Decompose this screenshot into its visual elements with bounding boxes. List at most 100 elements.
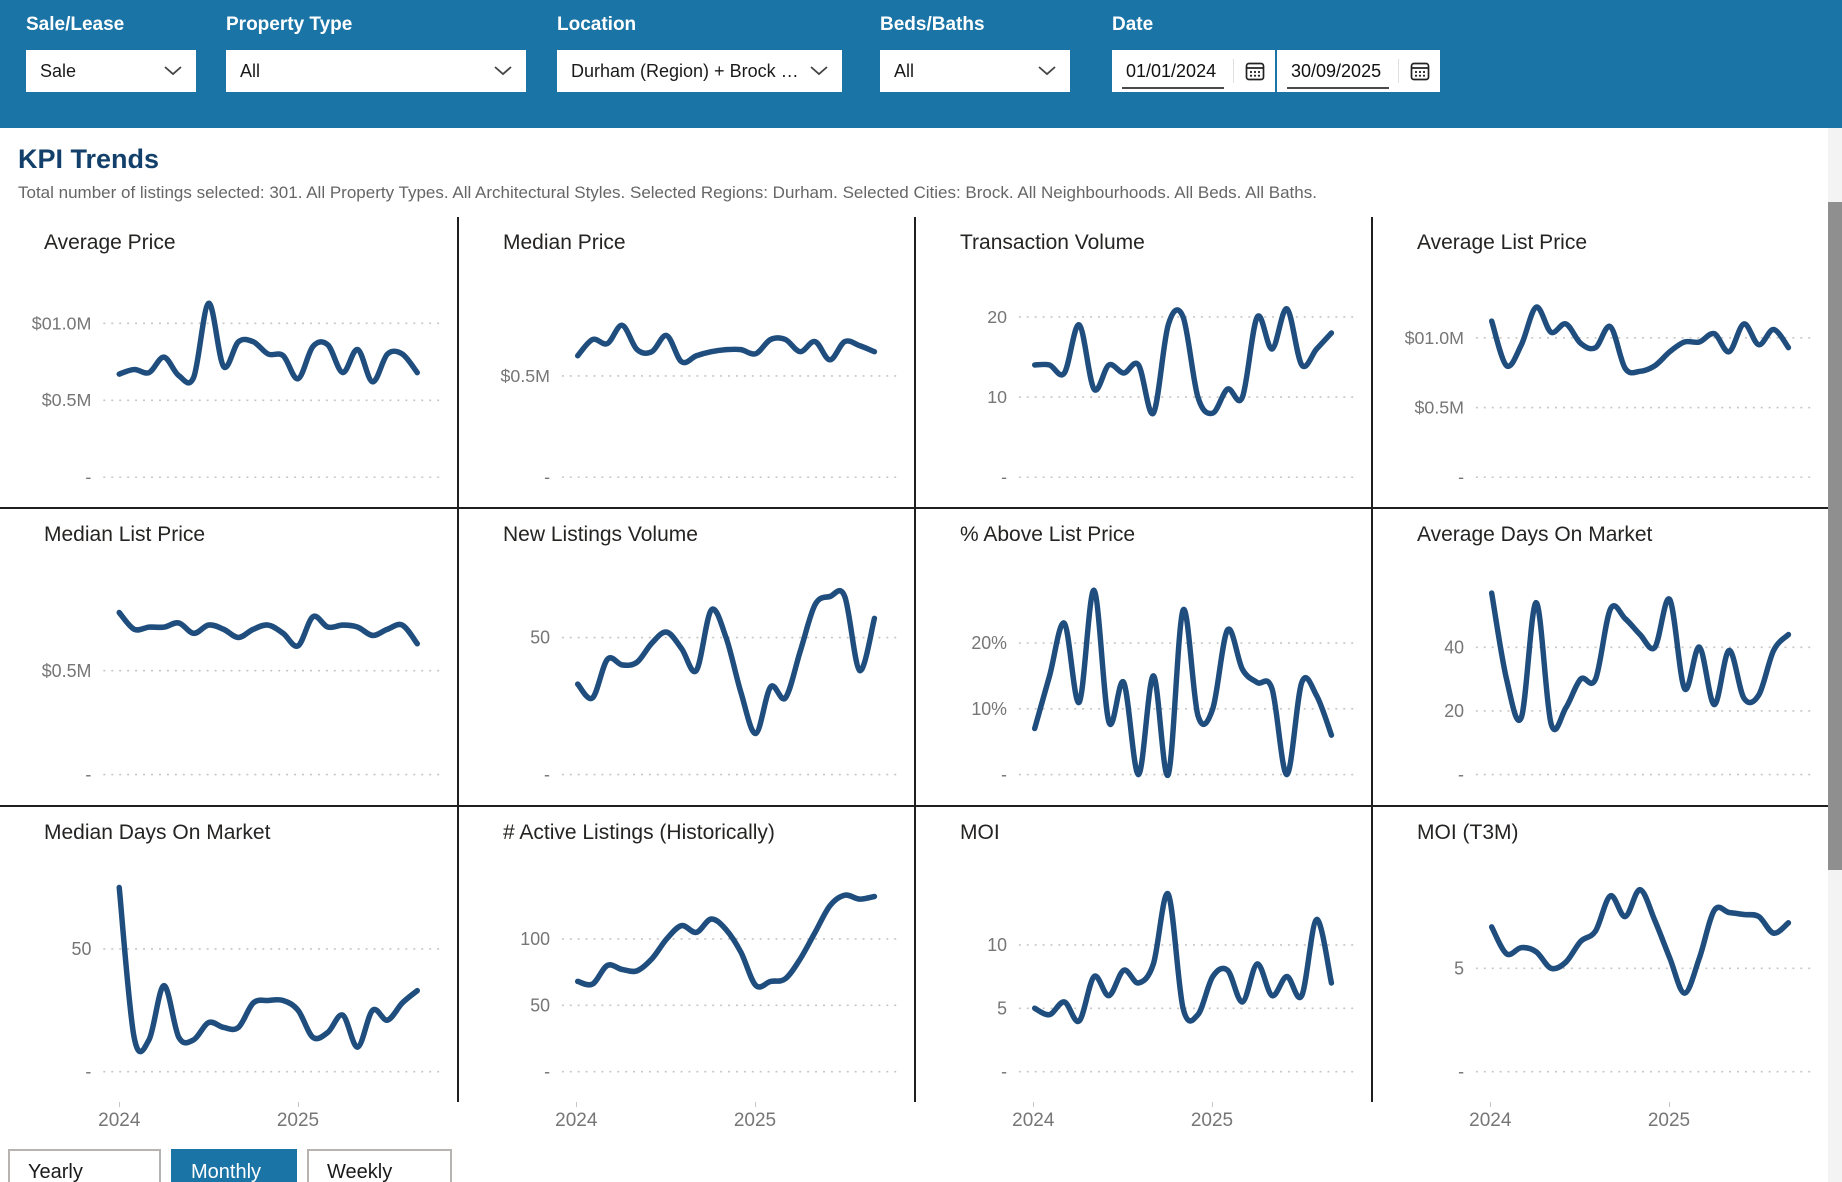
date-end-value: 30/09/2025 (1287, 54, 1390, 89)
calendar-icon (1245, 62, 1265, 81)
chart-median-price: Median Price $0.5M - (457, 217, 914, 507)
svg-text:20: 20 (1444, 701, 1464, 721)
svg-text:-: - (544, 764, 550, 784)
svg-text:-: - (85, 1062, 91, 1082)
x-axis-col2: 2024 2025 (457, 1102, 914, 1140)
svg-text:5: 5 (997, 998, 1007, 1018)
chart-new-listings-volume: New Listings Volume 50 - (457, 507, 914, 805)
date-end-picker[interactable] (1398, 59, 1432, 83)
date-end-input[interactable]: 30/09/2025 (1277, 50, 1441, 92)
svg-text:-: - (85, 764, 91, 784)
monthly-button[interactable]: Monthly (171, 1149, 297, 1182)
sale-lease-value: Sale (40, 60, 77, 81)
svg-text:-: - (1458, 764, 1464, 784)
chart-title: Average List Price (1417, 231, 1588, 254)
svg-text:10: 10 (987, 387, 1007, 407)
property-type-select[interactable]: All (226, 50, 526, 92)
date-label: Date (1112, 14, 1154, 35)
transaction-volume-sparkline: 20 10 - (987, 306, 1360, 487)
active-listings-sparkline: 100 50 - (520, 892, 903, 1082)
svg-text:-: - (1001, 467, 1007, 487)
calendar-icon (1410, 62, 1430, 81)
moi-t3m-sparkline: 5- (1454, 886, 1817, 1082)
x-axis-year-label: 2024 (98, 1110, 141, 1131)
date-start-value: 01/01/2024 (1122, 54, 1225, 89)
chevron-down-icon (810, 66, 828, 76)
weekly-button[interactable]: Weekly (307, 1149, 452, 1182)
svg-text:$0.5M: $0.5M (1415, 397, 1464, 417)
x-axis-year-label: 2024 (1469, 1110, 1512, 1131)
location-select[interactable]: Durham (Region) + Brock (... (557, 50, 842, 92)
location-value: Durham (Region) + Brock (... (571, 60, 800, 81)
page-title: KPI Trends (18, 144, 160, 174)
svg-text:20: 20 (987, 307, 1007, 327)
yearly-button[interactable]: Yearly (8, 1149, 161, 1182)
svg-text:$01.0M: $01.0M (1405, 328, 1464, 348)
x-axis-year-label: 2025 (733, 1110, 777, 1131)
svg-text:$0.5M: $0.5M (42, 661, 92, 681)
chevron-down-icon (164, 66, 182, 76)
svg-text:-: - (544, 467, 550, 487)
date-start-picker[interactable] (1233, 59, 1267, 83)
svg-text:5: 5 (1454, 958, 1464, 978)
chart-title: MOI (T3M) (1417, 821, 1519, 844)
chevron-down-icon (494, 66, 512, 76)
beds-baths-label: Beds/Baths (880, 14, 985, 35)
scrollbar-thumb[interactable] (1828, 202, 1842, 870)
svg-text:50: 50 (530, 995, 550, 1015)
chart-average-list-price: Average List Price $01.0M $0.5M - (1371, 217, 1828, 507)
chart-title: # Active Listings (Historically) (503, 821, 775, 844)
new-listings-volume-sparkline: 50 - (530, 587, 903, 785)
chart-title: Median Days On Market (44, 821, 271, 844)
x-axis-year-label: 2025 (276, 1110, 320, 1131)
average-days-on-market-sparkline: 40 20 - (1444, 590, 1817, 785)
median-list-price-sparkline: $0.5M - (42, 609, 446, 785)
scrollbar[interactable] (1828, 128, 1842, 1182)
beds-baths-select[interactable]: All (880, 50, 1070, 92)
beds-baths-value: All (894, 60, 915, 81)
x-axis-col1: 2024 2025 (0, 1102, 457, 1140)
property-type-label: Property Type (226, 14, 353, 35)
svg-text:100: 100 (520, 929, 550, 949)
chevron-down-icon (1038, 66, 1056, 76)
chart-title: Transaction Volume (960, 231, 1145, 254)
x-axis-year-label: 2024 (1012, 1110, 1055, 1131)
svg-text:10%: 10% (971, 699, 1007, 719)
median-price-sparkline: $0.5M - (501, 322, 903, 487)
property-type-value: All (240, 60, 261, 81)
chart-average-days-on-market: Average Days On Market 40 20 - (1371, 507, 1828, 805)
median-days-on-market-sparkline: 50 - (72, 884, 446, 1082)
average-list-price-sparkline: $01.0M $0.5M - (1405, 304, 1817, 487)
chart-percent-above-list-price: % Above List Price 20% 10% - (914, 507, 1371, 805)
chart-title: Median List Price (44, 523, 206, 546)
chart-active-listings-historically: # Active Listings (Historically) 100 50 - (457, 805, 914, 1102)
svg-text:$0.5M: $0.5M (42, 390, 92, 410)
x-axis-year-label: 2024 (555, 1110, 598, 1131)
selection-summary: Total number of listings selected: 301. … (18, 183, 1317, 202)
chart-title: New Listings Volume (503, 523, 698, 546)
sale-lease-select[interactable]: Sale (26, 50, 196, 92)
moi-sparkline: 10 5 - (987, 891, 1360, 1082)
svg-text:-: - (85, 467, 91, 487)
filter-bar: Sale/Lease Sale Property Type All Locati… (0, 0, 1842, 128)
chart-title: Average Days On Market (1417, 523, 1653, 546)
location-label: Location (557, 14, 637, 35)
average-price-sparkline: $01.0M $0.5M - (32, 300, 446, 487)
svg-text:-: - (1458, 1062, 1464, 1082)
svg-text:-: - (1001, 1062, 1007, 1082)
date-start-input[interactable]: 01/01/2024 (1112, 50, 1276, 92)
svg-text:-: - (1458, 467, 1464, 487)
x-axis-year-label: 2025 (1647, 1110, 1691, 1131)
svg-text:10: 10 (987, 935, 1007, 955)
kpi-grid: Average Price $01.0M $0.5M - Median Price … (0, 217, 1828, 1102)
sale-lease-label: Sale/Lease (26, 14, 125, 35)
chart-title: % Above List Price (960, 523, 1136, 546)
svg-text:40: 40 (1444, 637, 1464, 657)
chart-moi-t3m: MOI (T3M) 5- (1371, 805, 1828, 1102)
chart-moi: MOI 10 5 - (914, 805, 1371, 1102)
chart-median-days-on-market: Median Days On Market 50 - (0, 805, 457, 1102)
x-axis-col3: 2024 2025 (914, 1102, 1371, 1140)
svg-text:-: - (1001, 764, 1007, 784)
x-axis-row: 2024 2025 2024 2025 2024 2025 2024 2025 (0, 1102, 1828, 1140)
svg-text:$01.0M: $01.0M (32, 313, 92, 333)
